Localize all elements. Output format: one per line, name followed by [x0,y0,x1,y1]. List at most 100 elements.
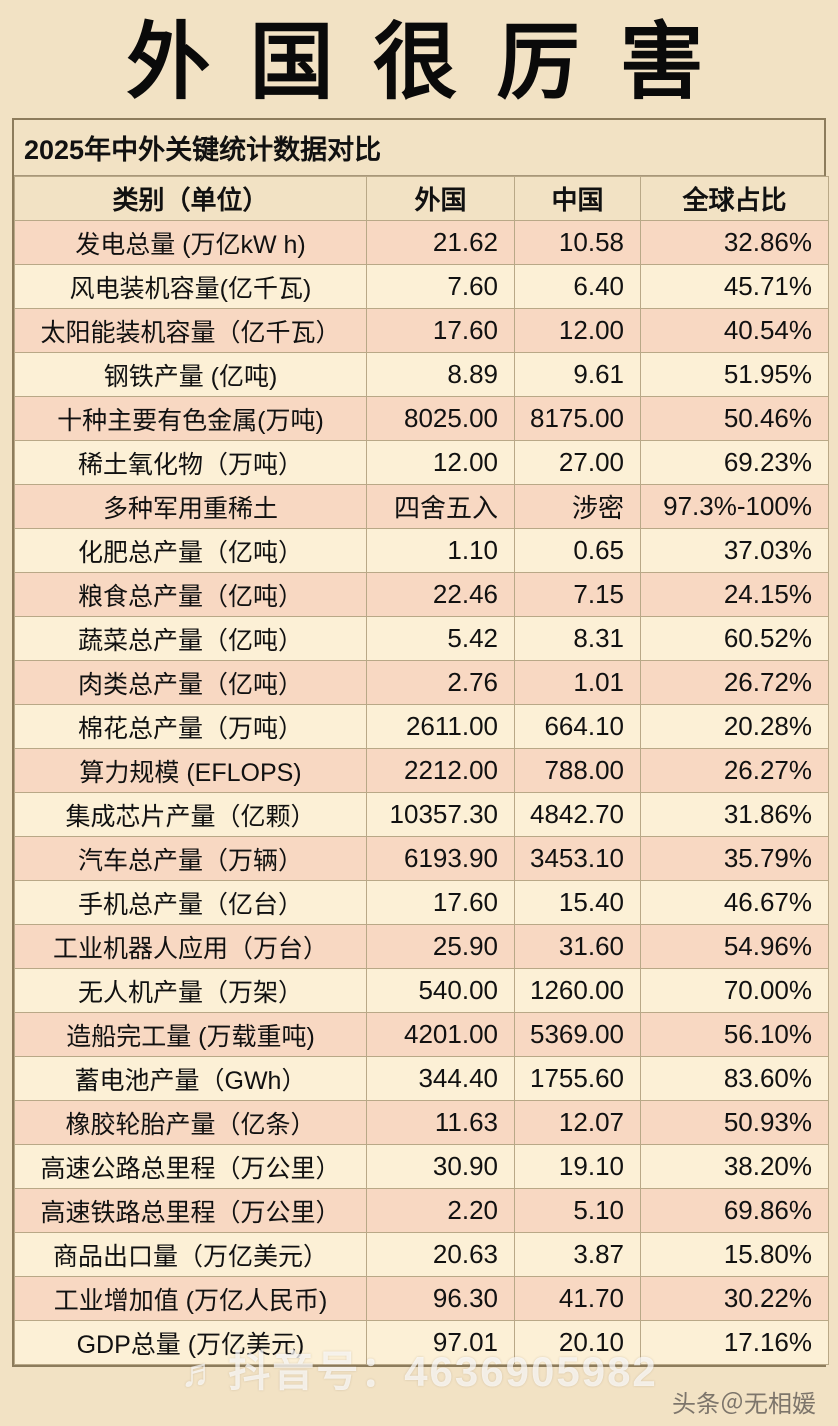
value-cell: 17.60 [366,308,515,354]
value-cell: 1.10 [366,528,515,574]
value-cell: 664.10 [514,704,641,750]
value-cell: 31.60 [514,924,641,970]
value-cell: 83.60% [640,1056,829,1102]
value-cell: 1.01 [514,660,641,706]
stats-table: 类别（单位） 外国 中国 全球占比 发电总量 (万亿kW h) 21.62 10.58 32… [14,176,829,1366]
table-row: 无人机产量（万架） 540.00 1260.00 70.00% [14,968,829,1014]
value-cell: 32.86% [640,220,829,266]
value-cell: 22.46 [366,572,515,618]
value-cell: 540.00 [366,968,515,1014]
value-cell: 45.71% [640,264,829,310]
value-cell: 20.28% [640,704,829,750]
category-cell: 高速公路总里程（万公里） [14,1144,367,1190]
value-cell: 19.10 [514,1144,641,1190]
value-cell: 96.30 [366,1276,515,1322]
value-cell: 344.40 [366,1056,515,1102]
table-row: 汽车总产量（万辆） 6193.90 3453.10 35.79% [14,836,829,882]
value-cell: 51.95% [640,352,829,398]
value-cell: 15.40 [514,880,641,926]
category-cell: 多种军用重稀土 [14,484,367,530]
table-row: 化肥总产量（亿吨） 1.10 0.65 37.03% [14,528,829,574]
value-cell: 17.60 [366,880,515,926]
value-cell: 69.23% [640,440,829,486]
table-row: 肉类总产量（亿吨） 2.76 1.01 26.72% [14,660,829,706]
table-row: 发电总量 (万亿kW h) 21.62 10.58 32.86% [14,220,829,266]
value-cell: 5.42 [366,616,515,662]
category-cell: 手机总产量（亿台） [14,880,367,926]
value-cell: 6193.90 [366,836,515,882]
table-row: GDP总量 (万亿美元) 97.01 20.10 17.16% [14,1320,829,1366]
table-row: 橡胶轮胎产量（亿条） 11.63 12.07 50.93% [14,1100,829,1146]
value-cell: 26.72% [640,660,829,706]
value-cell: 2212.00 [366,748,515,794]
value-cell: 70.00% [640,968,829,1014]
value-cell: 9.61 [514,352,641,398]
value-cell: 30.22% [640,1276,829,1322]
category-cell: 十种主要有色金属(万吨) [14,396,367,442]
category-cell: 钢铁产量 (亿吨) [14,352,367,398]
value-cell: 2.20 [366,1188,515,1234]
value-cell: 5369.00 [514,1012,641,1058]
category-cell: 工业增加值 (万亿人民币) [14,1276,367,1322]
value-cell: 31.86% [640,792,829,838]
value-cell: 20.63 [366,1232,515,1278]
table-row: 稀土氧化物（万吨） 12.00 27.00 69.23% [14,440,829,486]
value-cell: 涉密 [514,484,641,530]
table-row: 手机总产量（亿台） 17.60 15.40 46.67% [14,880,829,926]
table-subtitle: 2025年中外关键统计数据对比 [14,120,824,177]
table-row: 集成芯片产量（亿颗） 10357.30 4842.70 31.86% [14,792,829,838]
table-row: 商品出口量（万亿美元） 20.63 3.87 15.80% [14,1232,829,1278]
value-cell: 3453.10 [514,836,641,882]
table-row: 多种军用重稀土 四舍五入 涉密 97.3%-100% [14,484,829,530]
column-header: 中国 [514,176,641,222]
value-cell: 69.86% [640,1188,829,1234]
category-cell: 棉花总产量（万吨） [14,704,367,750]
table-row: 高速铁路总里程（万公里） 2.20 5.10 69.86% [14,1188,829,1234]
value-cell: 10.58 [514,220,641,266]
category-cell: 集成芯片产量（亿颗） [14,792,367,838]
value-cell: 7.60 [366,264,515,310]
category-cell: GDP总量 (万亿美元) [14,1320,367,1366]
table-row: 算力规模 (EFLOPS) 2212.00 788.00 26.27% [14,748,829,794]
value-cell: 788.00 [514,748,641,794]
table-row: 蓄电池产量（GWh） 344.40 1755.60 83.60% [14,1056,829,1102]
value-cell: 41.70 [514,1276,641,1322]
value-cell: 20.10 [514,1320,641,1366]
value-cell: 97.01 [366,1320,515,1366]
category-cell: 汽车总产量（万辆） [14,836,367,882]
table-row: 棉花总产量（万吨） 2611.00 664.10 20.28% [14,704,829,750]
category-cell: 发电总量 (万亿kW h) [14,220,367,266]
column-header: 外国 [366,176,515,222]
table-row: 太阳能装机容量（亿千瓦） 17.60 12.00 40.54% [14,308,829,354]
value-cell: 17.16% [640,1320,829,1366]
value-cell: 8025.00 [366,396,515,442]
value-cell: 40.54% [640,308,829,354]
value-cell: 0.65 [514,528,641,574]
category-cell: 工业机器人应用（万台） [14,924,367,970]
category-cell: 蓄电池产量（GWh） [14,1056,367,1102]
category-cell: 风电装机容量(亿千瓦) [14,264,367,310]
value-cell: 10357.30 [366,792,515,838]
value-cell: 四舍五入 [366,484,515,530]
value-cell: 37.03% [640,528,829,574]
table-row: 风电装机容量(亿千瓦) 7.60 6.40 45.71% [14,264,829,310]
category-cell: 算力规模 (EFLOPS) [14,748,367,794]
category-cell: 商品出口量（万亿美元） [14,1232,367,1278]
header-row: 类别（单位） 外国 中国 全球占比 [14,176,829,222]
value-cell: 12.00 [366,440,515,486]
value-cell: 50.93% [640,1100,829,1146]
value-cell: 46.67% [640,880,829,926]
table-row: 蔬菜总产量（亿吨） 5.42 8.31 60.52% [14,616,829,662]
value-cell: 25.90 [366,924,515,970]
category-cell: 化肥总产量（亿吨） [14,528,367,574]
value-cell: 27.00 [514,440,641,486]
value-cell: 11.63 [366,1100,515,1146]
table-frame: 2025年中外关键统计数据对比 类别（单位） 外国 中国 全球占比 发电总量 (万亿k… [12,118,829,1368]
value-cell: 12.07 [514,1100,641,1146]
value-cell: 2611.00 [366,704,515,750]
column-header: 类别（单位） [14,176,367,222]
value-cell: 54.96% [640,924,829,970]
value-cell: 1755.60 [514,1056,641,1102]
value-cell: 2.76 [366,660,515,706]
value-cell: 12.00 [514,308,641,354]
